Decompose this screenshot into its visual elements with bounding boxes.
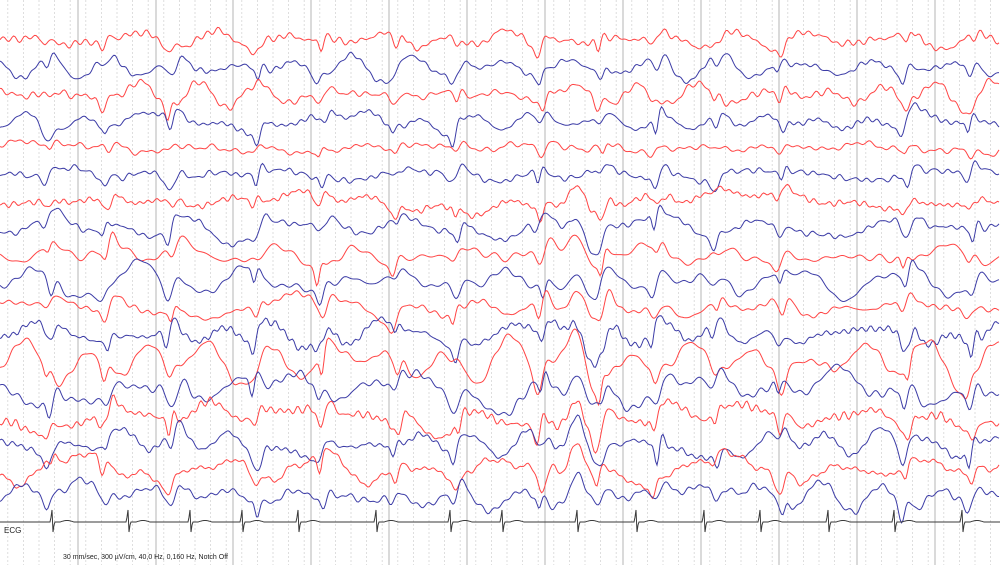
eeg-channel-8	[0, 204, 1000, 256]
eeg-channel-18	[0, 471, 1000, 524]
eeg-channel-5	[0, 139, 1000, 160]
eeg-channel-11	[0, 288, 1000, 335]
eeg-channel-16	[0, 414, 1000, 472]
ecg-channel-label: ECG	[4, 526, 22, 535]
eeg-channel-13	[0, 328, 1000, 407]
ecg-waveform	[0, 509, 1000, 533]
eeg-channel-10	[0, 258, 1000, 306]
eeg-traces	[0, 26, 1000, 524]
eeg-channel-4	[0, 102, 1000, 148]
eeg-channel-1	[0, 26, 1000, 59]
eeg-channel-12	[0, 315, 1000, 368]
eeg-channel-17	[0, 443, 1000, 500]
eeg-channel-2	[0, 51, 1000, 86]
recording-settings-status: 30 mm/sec, 300 µV/cm, 40,0 Hz, 0,160 Hz,…	[63, 554, 228, 561]
time-grid	[7, 0, 991, 565]
eeg-channel-15	[0, 394, 1000, 454]
eeg-channel-9	[0, 231, 1000, 287]
eeg-channel-7	[0, 183, 1000, 224]
eeg-channel-6	[0, 159, 1000, 193]
ecg-trace	[0, 509, 1000, 533]
eeg-channel-14	[0, 363, 1000, 419]
